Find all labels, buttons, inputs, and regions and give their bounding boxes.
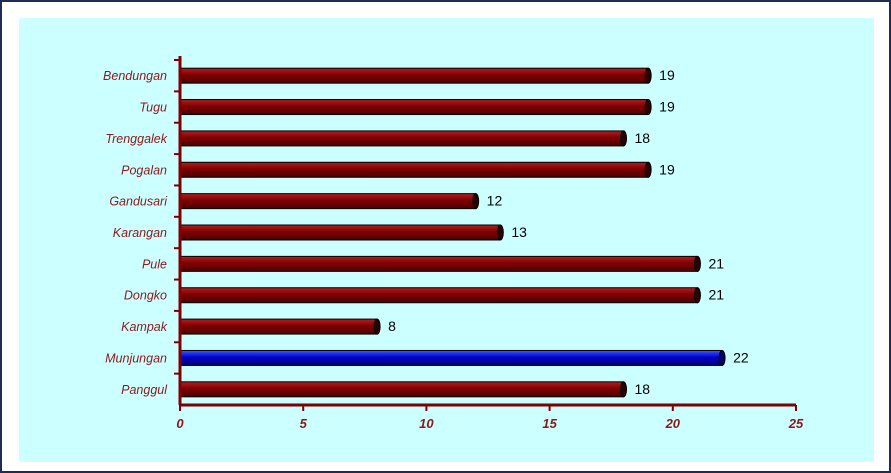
category-label: Kampak <box>121 320 168 334</box>
bar-cap-tugu <box>644 99 652 116</box>
bar-bendungan <box>179 67 649 84</box>
bar-pogalan <box>179 161 649 178</box>
bar-cap-bendungan <box>644 67 652 84</box>
value-label: 19 <box>659 161 675 177</box>
value-label: 18 <box>635 130 651 146</box>
bar-cap-kampak <box>373 318 381 335</box>
x-tick-label: 10 <box>419 416 434 431</box>
category-label: Gandusari <box>109 195 168 209</box>
category-label: Trenggalek <box>105 132 167 146</box>
value-label: 13 <box>511 224 527 240</box>
category-label: Karangan <box>113 226 167 240</box>
bar-cap-pogalan <box>644 161 652 178</box>
bar-cap-trenggalek <box>620 130 628 147</box>
category-label: Dongko <box>124 289 167 303</box>
bar-gandusari <box>179 193 477 210</box>
bar-pule <box>179 255 698 272</box>
bars-group <box>179 67 726 398</box>
bar-cap-gandusari <box>472 193 480 210</box>
category-label: Bendungan <box>103 69 167 83</box>
axes-group <box>174 56 797 411</box>
category-label: Tugu <box>139 101 167 115</box>
value-label: 19 <box>659 99 675 115</box>
labels-group: Bendungan 19 Tugu 19 Trenggalek 18 Pogalan 19 Ga… <box>103 67 804 431</box>
bar-karangan <box>179 224 501 241</box>
bar-trenggalek <box>179 130 625 147</box>
value-label: 8 <box>388 318 396 334</box>
x-tick-label: 15 <box>542 416 557 431</box>
x-tick-label: 20 <box>665 416 681 431</box>
value-label: 18 <box>635 381 651 397</box>
bar-cap-pule <box>693 255 701 272</box>
value-label: 12 <box>487 193 503 209</box>
bar-cap-panggul <box>620 381 628 398</box>
x-tick-label: 25 <box>788 416 804 431</box>
bar-munjungan <box>179 349 723 366</box>
value-label: 19 <box>659 67 675 83</box>
bar-tugu <box>179 99 649 116</box>
bar-kampak <box>179 318 378 335</box>
value-label: 21 <box>708 287 724 303</box>
category-label: Pogalan <box>121 163 167 177</box>
x-tick-label: 5 <box>300 416 308 431</box>
category-label: Panggul <box>121 383 168 397</box>
value-label: 21 <box>708 255 724 271</box>
x-tick-label: 0 <box>176 416 184 431</box>
value-label: 22 <box>733 349 749 365</box>
bar-cap-karangan <box>496 224 504 241</box>
bar-cap-munjungan <box>718 349 726 366</box>
bar-dongko <box>179 287 698 304</box>
category-label: Pule <box>142 257 167 271</box>
category-label: Munjungan <box>105 351 167 365</box>
bar-panggul <box>179 381 625 398</box>
bar-cap-dongko <box>693 287 701 304</box>
